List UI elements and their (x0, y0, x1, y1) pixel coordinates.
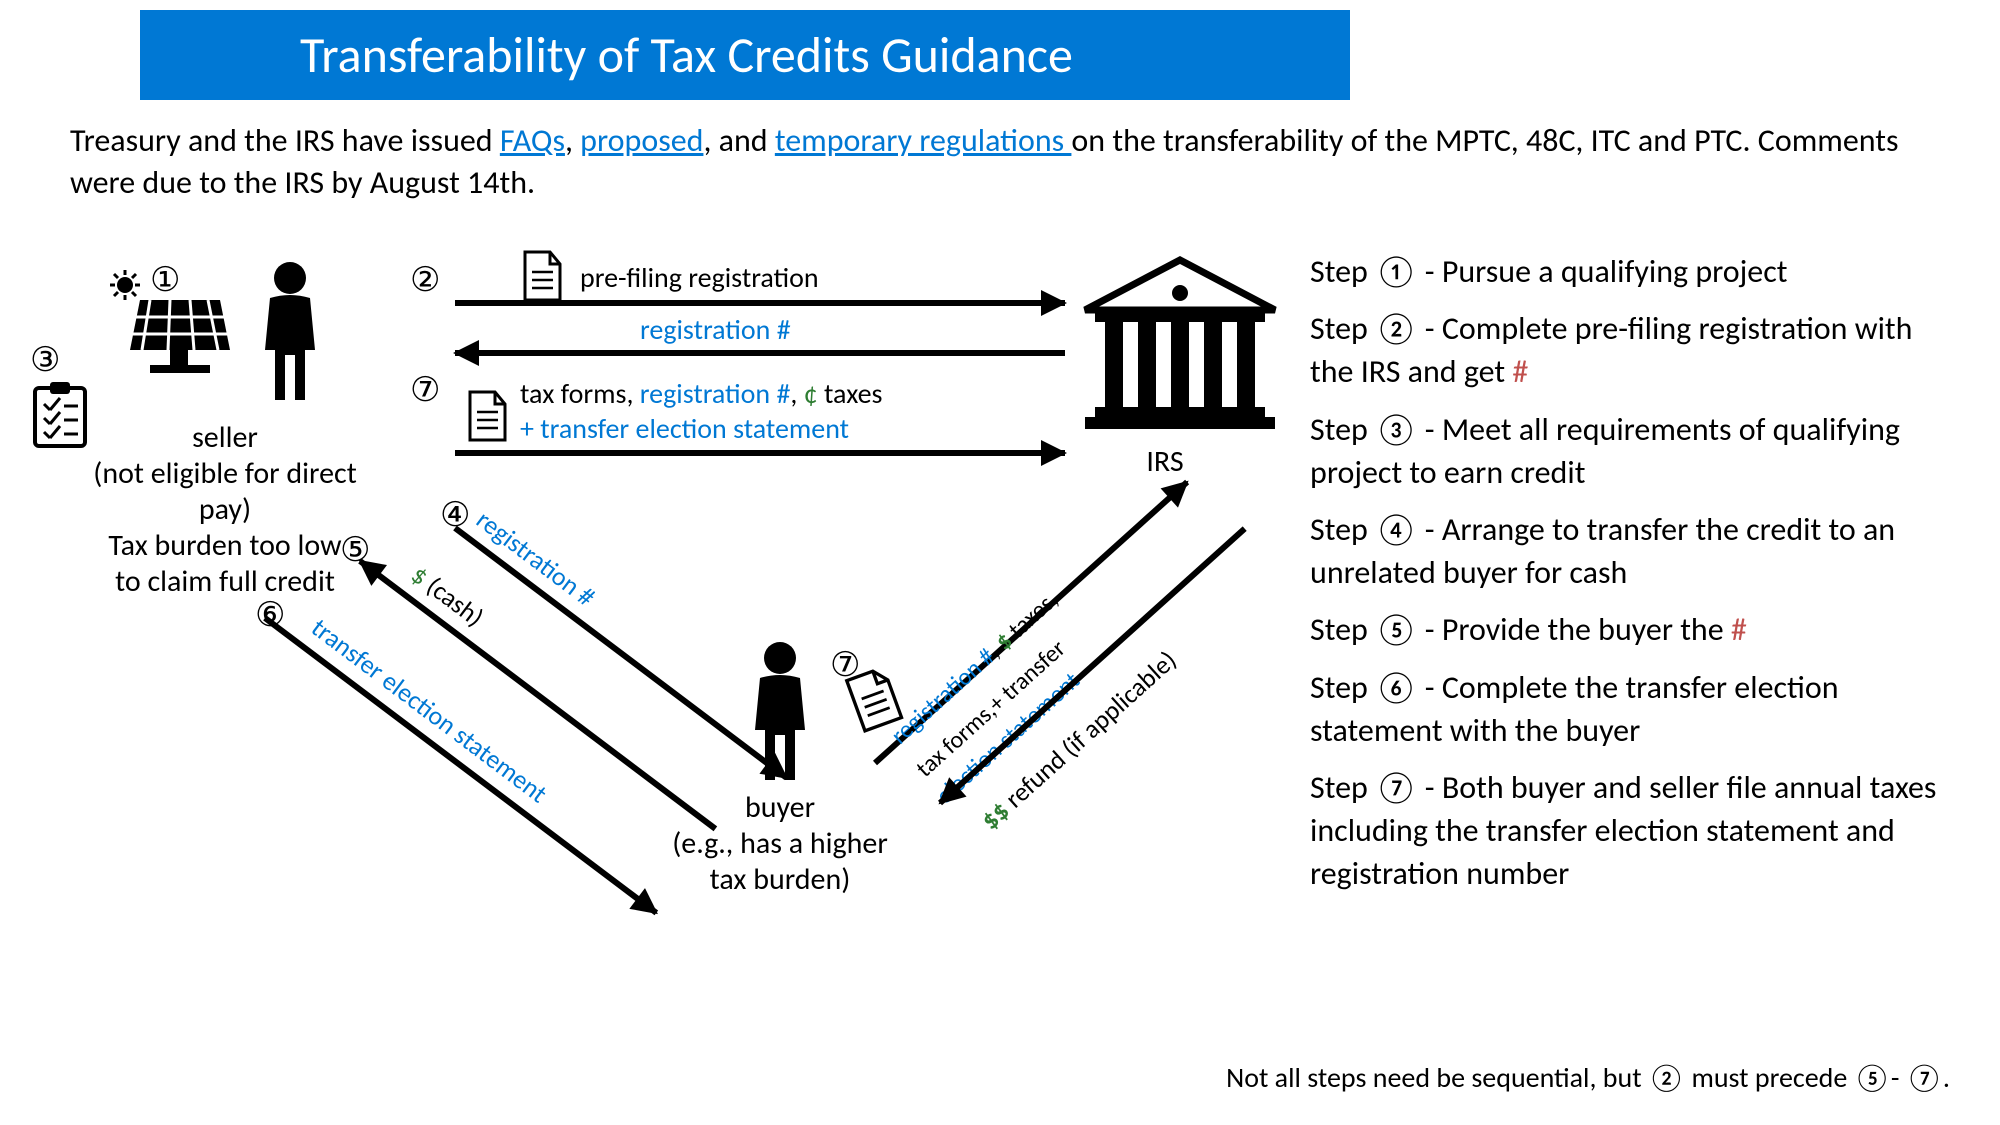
step-1: Step ① - Pursue a qualifying project (1310, 250, 1960, 293)
seller-line4: to claim full credit (115, 563, 335, 600)
link-faqs[interactable]: FAQs (500, 121, 565, 160)
step-marker-2: ② (410, 260, 440, 300)
steps-list: Step ① - Pursue a qualifying project Ste… (1310, 250, 1960, 909)
step-5: Step ⑤ - Provide the buyer the # (1310, 608, 1960, 651)
arrow-transfer-stmt (263, 616, 658, 916)
buyer-line2: (e.g., has a higher (672, 825, 888, 862)
label-prefiling: pre-filing registration (580, 260, 819, 295)
buyer-line3: tax burden) (710, 861, 851, 898)
intro-text: Treasury and the IRS have issued FAQs, p… (70, 120, 1960, 203)
seller-label: seller (not eligible for direct pay) Tax… (65, 420, 385, 600)
label-seller-filing: tax forms, registration #, ¢ taxes + tra… (520, 376, 882, 446)
arrow-seller-filing (455, 450, 1065, 456)
seller-line3: Tax burden too low (108, 527, 341, 564)
intro-mid1: , (565, 121, 580, 160)
irs-building-icon (1080, 255, 1280, 435)
doc-icon-1 (520, 250, 565, 307)
step-4: Step ④ - Arrange to transfer the credit … (1310, 508, 1960, 594)
seller-line2: (not eligible for direct pay) (93, 455, 357, 528)
step-7: Step ⑦ - Both buyer and seller file annu… (1310, 766, 1960, 896)
link-temporary[interactable]: temporary regulations (775, 121, 1072, 160)
label-cash: $ (cash) (405, 558, 490, 633)
intro-mid2: , and (703, 121, 774, 160)
label-regnum-return: registration # (640, 312, 791, 347)
link-proposed[interactable]: proposed (580, 121, 703, 160)
intro-pre: Treasury and the IRS have issued (70, 121, 500, 160)
arrow-reg-to-buyer (453, 526, 788, 781)
seller-person-icon (250, 260, 330, 410)
step-marker-7a: ⑦ (410, 370, 440, 410)
step-marker-3: ③ (30, 340, 60, 380)
step-3: Step ③ - Meet all requirements of qualif… (1310, 408, 1960, 494)
arrow-regnum-return (455, 350, 1065, 356)
doc-icon-2 (465, 390, 510, 447)
footnote: Not all steps need be sequential, but ② … (1226, 1060, 1950, 1095)
seller-line1: seller (192, 419, 258, 456)
step-2: Step ② - Complete pre-filing registratio… (1310, 307, 1960, 393)
flow-diagram: ① ② ③ ⑦ ④ ⑤ ⑥ ⑦ (20, 200, 1300, 1100)
page-title: Transferability of Tax Credits Guidance (300, 25, 1073, 86)
buyer-label: buyer (e.g., has a higher tax burden) (630, 790, 930, 898)
label-transfer-stmt: transfer election statement (305, 611, 553, 809)
buyer-line1: buyer (745, 789, 815, 826)
solar-panel-icon (100, 270, 230, 380)
title-bar: Transferability of Tax Credits Guidance (140, 10, 1350, 100)
step-6: Step ⑥ - Complete the transfer election … (1310, 666, 1960, 752)
